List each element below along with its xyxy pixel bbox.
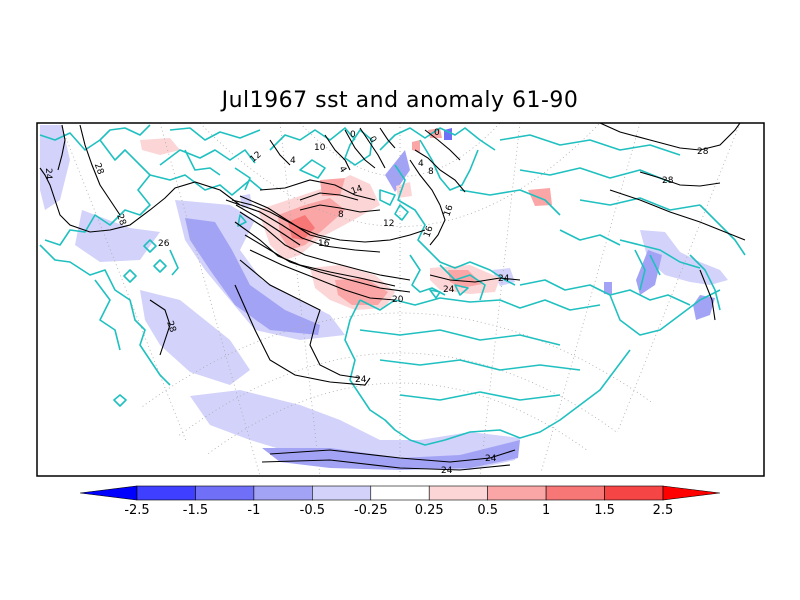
contour-label: 8 xyxy=(428,167,434,177)
contour-label: 0 xyxy=(366,135,378,145)
colorbar-tick-label: -0.25 xyxy=(354,503,388,518)
contour-label: 24 xyxy=(441,466,453,476)
positive-anomaly-shading xyxy=(140,128,552,310)
colorbar-tick-label: 1 xyxy=(542,503,550,518)
contour-label: 26 xyxy=(158,239,170,249)
contour-label: 28 xyxy=(662,176,674,186)
graticule xyxy=(59,123,741,476)
contour-label: 4 xyxy=(290,156,296,166)
colorbar-tick-label: 1.5 xyxy=(594,503,615,518)
contour-label: 28 xyxy=(92,162,105,176)
colorbar-tick-label: 0.25 xyxy=(415,503,444,518)
map-frame xyxy=(36,122,765,477)
colorbar-swatch xyxy=(545,485,605,501)
colorbar-swatch xyxy=(312,485,372,501)
contour-label: 4 xyxy=(336,165,348,175)
colorbar-swatch xyxy=(253,485,313,501)
colorbar-tick-label: -0.5 xyxy=(300,503,325,518)
colorbar-swatch xyxy=(428,485,488,501)
map-title: Jul1967 sst and anomaly 61-90 xyxy=(221,88,579,113)
contour-label: 10 xyxy=(314,143,326,153)
contour-label: 12 xyxy=(383,219,394,229)
colorbar-max-arrow xyxy=(662,485,721,501)
contour-label: 28 xyxy=(114,213,127,227)
contour-label: 0 xyxy=(350,130,356,140)
colorbar-min-arrow xyxy=(79,485,138,501)
colorbar-tick-label: -2.5 xyxy=(124,503,149,518)
colorbar-tick-label: 0.5 xyxy=(477,503,498,518)
sst-contours xyxy=(39,123,746,471)
contour-label: 28 xyxy=(164,320,177,334)
contour-label: 16 xyxy=(422,224,435,238)
contour-label: 8 xyxy=(338,210,344,220)
contour-label: 28 xyxy=(697,147,709,157)
contour-label: 20 xyxy=(392,295,404,305)
contour-label: 24 xyxy=(355,375,367,385)
contour-label: 14 xyxy=(350,184,364,197)
colorbar-tick-label: -1.5 xyxy=(183,503,208,518)
colorbar-tick-label: -1 xyxy=(247,503,260,518)
contour-label: 24 xyxy=(485,454,497,464)
contour-label: 16 xyxy=(318,239,330,249)
contour-label: 16 xyxy=(442,203,455,217)
contour-label: 24 xyxy=(498,274,510,284)
contour-label: 24 xyxy=(443,285,455,295)
colorbar-swatch xyxy=(487,485,547,501)
colorbar-swatch xyxy=(604,485,664,501)
colorbar-swatch xyxy=(370,485,430,501)
contour-label: 4 xyxy=(418,159,424,169)
negative-anomaly-shading xyxy=(40,125,728,470)
contour-label: 0 xyxy=(434,128,440,138)
colorbar-swatch xyxy=(195,485,255,501)
contour-labels: 24 28 28 26 28 12 4 10 0 4 0 0 4 8 14 8 … xyxy=(43,128,709,476)
colorbar-swatch xyxy=(136,485,196,501)
colorbar-tick-label: 2.5 xyxy=(653,503,674,518)
contour-label: 24 xyxy=(43,168,53,180)
